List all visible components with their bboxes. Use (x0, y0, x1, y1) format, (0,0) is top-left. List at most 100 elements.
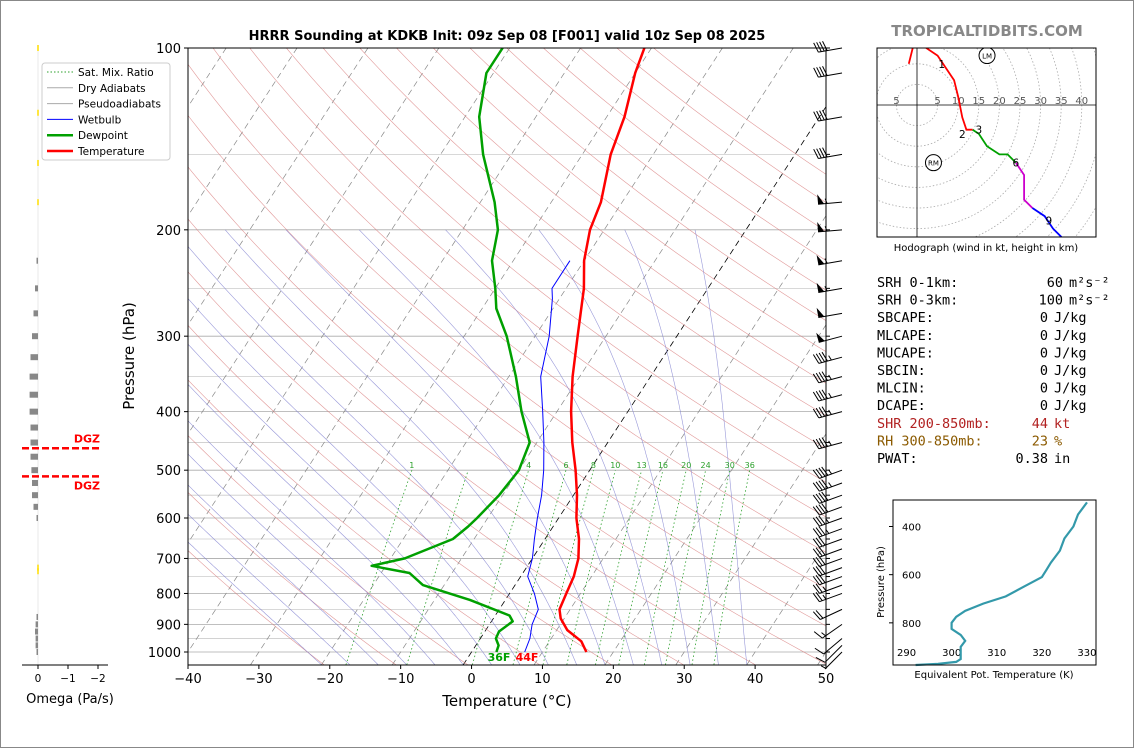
omega-bar (35, 621, 38, 628)
omega-bar (33, 310, 38, 317)
wind-barb (812, 437, 843, 450)
y-tick-label: 1000 (148, 646, 181, 661)
omega-bar (35, 642, 38, 649)
x-tick-label: 30 (676, 672, 693, 687)
theta-e-panel: 290 300 310 320 330 400 600 800 (889, 501, 1097, 667)
isotherm (604, 324, 826, 665)
moist-adiabat (694, 229, 748, 665)
hodo-trace (907, 48, 973, 131)
index-unit: J/kg (1054, 381, 1087, 397)
dry-adiabat (188, 435, 469, 665)
legend-label: Temperature (77, 146, 145, 158)
y-tick-label: 700 (156, 552, 181, 567)
omega-bar (35, 628, 38, 635)
theta-e-frame (892, 499, 1097, 666)
hodo-ring-label: 10 (952, 96, 965, 107)
theta-e-y-tick-label: 800 (902, 619, 921, 630)
index-label: SHR 200-850mb: (877, 416, 991, 432)
mixing-ratio-line (406, 470, 469, 665)
index-value: 0 (1040, 363, 1048, 379)
y-tick-label: 300 (156, 330, 181, 345)
isotherm (188, 48, 298, 217)
omega-bar (32, 492, 38, 499)
index-label: MLCIN: (877, 381, 926, 397)
index-label: PWAT: (877, 451, 918, 467)
wind-barbs (812, 41, 843, 670)
dry-adiabat (396, 48, 826, 384)
y-tick-label: 100 (156, 42, 181, 57)
x-tick-label: −30 (245, 672, 272, 687)
y-tick-label: 600 (156, 512, 181, 527)
moist-adiabat (188, 383, 464, 665)
index-label: RH 300-850mb: (877, 433, 983, 449)
storm-motion-marker (924, 154, 942, 172)
theta-e-x-tick-label: 300 (942, 648, 961, 659)
hodo-height-label: 3 (975, 125, 982, 137)
hodo-ring-label: 40 (1075, 96, 1088, 107)
index-unit: kt (1054, 416, 1070, 432)
wind-barb (817, 194, 843, 205)
mixing-ratio-line (472, 470, 529, 665)
moist-adiabat (188, 298, 521, 665)
wind-barb (816, 332, 843, 343)
skewt-xlabel: Temperature (°C) (441, 692, 571, 710)
omega-bar (30, 354, 38, 361)
y-tick-label: 200 (156, 224, 181, 239)
hodo-height-label: 2 (959, 129, 966, 141)
dry-adiabat (212, 48, 826, 553)
moist-adiabat (188, 453, 407, 665)
mixing-ratio-label: 20 (681, 461, 691, 470)
skewt-background-lines: 1 4 6 8 10 13 16 20 24 30 36 (188, 48, 826, 665)
theta-e-x-tick-label: 320 (1032, 648, 1051, 659)
skewt-axes: −40 −30 −20 −10 0 10 20 30 40 50 1000 900 800 700 600 5… (148, 42, 834, 687)
isotherm (188, 48, 369, 326)
isotherm (533, 215, 826, 665)
index-unit: J/kg (1054, 328, 1087, 344)
dry-adiabat (188, 379, 541, 665)
moist-adiabat (624, 229, 719, 665)
index-unit: % (1054, 433, 1062, 449)
hodo-ring-label: 5 (893, 96, 899, 107)
skewt-profiles (370, 48, 646, 653)
index-value: 100 (1039, 293, 1063, 309)
x-tick-label: −40 (174, 672, 201, 687)
mixing-ratio-line (512, 470, 567, 665)
index-value: 0 (1040, 381, 1048, 397)
storm-motion-label: RM (928, 160, 939, 168)
moist-adiabat (188, 513, 351, 665)
omega-bar (30, 453, 38, 460)
hodo-height-label: 9 (1045, 215, 1052, 227)
theta-e-x-tick-label: 310 (987, 648, 1006, 659)
hodo-trace (1031, 207, 1063, 237)
wind-barb (812, 479, 843, 492)
hodo-ring-label: 30 (1034, 96, 1047, 107)
dry-adiabat (359, 48, 826, 416)
dry-adiabat (506, 48, 826, 291)
hodograph-caption: Hodograph (wind in kt, height in km) (894, 243, 1079, 254)
index-label: DCAPE: (877, 398, 926, 414)
hodo-ring-label: 20 (993, 96, 1006, 107)
isotherm (188, 48, 440, 435)
mixing-ratio-label: 24 (701, 461, 711, 470)
moist-adiabat (188, 245, 549, 665)
theta-e-ylabel: Pressure (hPa) (876, 546, 887, 618)
index-label: SBCAPE: (877, 310, 934, 326)
index-value: 0.38 (1015, 451, 1048, 467)
index-value: 23 (1032, 433, 1048, 449)
wind-barb (812, 608, 843, 620)
dry-adiabat (433, 48, 826, 353)
wind-barb (812, 555, 843, 568)
dry-adiabat (188, 63, 826, 590)
index-value: 44 (1032, 416, 1048, 432)
legend-label: Dry Adiabats (78, 83, 146, 95)
omega-bar (29, 391, 38, 398)
wind-barb (820, 651, 843, 670)
dry-adiabat (469, 48, 826, 321)
theta-e-x-tick-label: 290 (897, 648, 916, 659)
isotherm (462, 105, 826, 665)
wind-barb (812, 406, 843, 419)
omega-bar (30, 424, 38, 431)
hodo-height-label: 6 (1013, 158, 1020, 170)
moist-adiabat (285, 229, 606, 665)
